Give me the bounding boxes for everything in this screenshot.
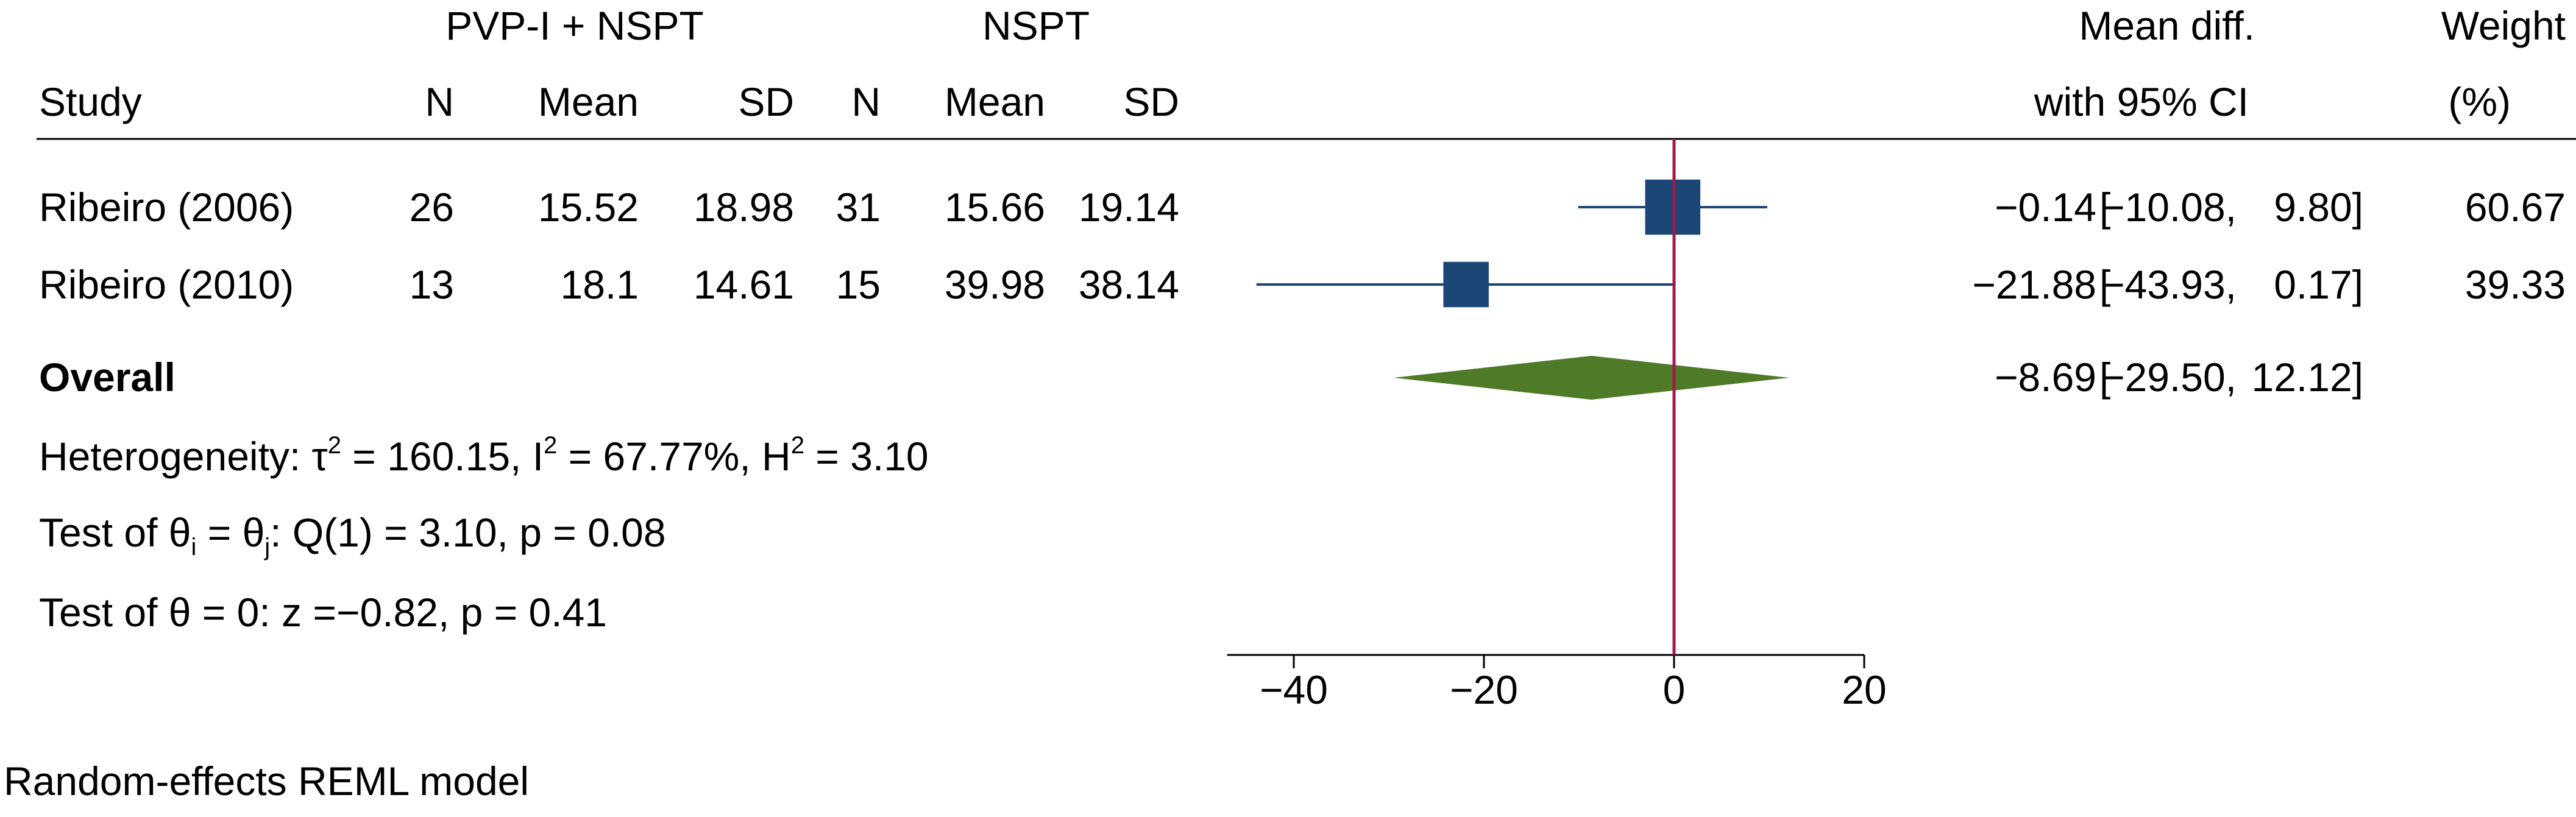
weight-header-line1: Weight <box>2441 3 2566 48</box>
h2-value: = 3.10 <box>804 434 929 479</box>
i2-value: = 67.77%, H <box>557 434 790 479</box>
ci-bracket-open: [ <box>2099 355 2110 400</box>
x-tick-label: 20 <box>1842 667 1886 712</box>
ci-bracket-open: [ <box>2099 185 2110 230</box>
x-tick-label: −40 <box>1260 667 1328 712</box>
tau-value: = 160.15, I <box>341 434 544 479</box>
control-n-header: N <box>851 79 881 124</box>
test-equal-effects: Test of θi = θj: Q(1) = 3.10, p = 0.08 <box>39 510 666 561</box>
x-tick-label: 0 <box>1663 667 1686 712</box>
study-row-1: Ribeiro (2006) 26 15.52 18.98 31 15.66 1… <box>39 179 2566 235</box>
control-sd-header: SD <box>1123 79 1179 124</box>
tau-symbol: τ <box>312 434 328 479</box>
heterogeneity-stats: Heterogeneity: τ2 = 160.15, I2 = 67.77%,… <box>39 432 929 479</box>
test-prefix: Test of θ <box>39 510 191 555</box>
subscript: j <box>264 534 270 561</box>
superscript: 2 <box>544 432 557 459</box>
treatment-n-header: N <box>425 79 454 124</box>
test-suffix: : Q(1) = 3.10, p = 0.08 <box>270 510 665 555</box>
study-column-header: Study <box>39 79 142 124</box>
treatment-sd-header: SD <box>738 79 794 124</box>
ci-upper: 0.17] <box>2274 262 2363 307</box>
control-sd: 19.14 <box>1079 185 1179 230</box>
study-row-2: Ribeiro (2010) 13 18.1 14.61 15 39.98 38… <box>39 261 2566 308</box>
treatment-sd: 18.98 <box>694 185 794 230</box>
control-n: 31 <box>836 185 881 230</box>
effect-header-line1: Mean diff. <box>2079 3 2255 48</box>
study-name: Ribeiro (2006) <box>39 185 294 230</box>
heterogeneity-prefix: Heterogeneity: <box>39 434 312 479</box>
study-marker <box>1443 261 1489 308</box>
model-footnote: Random-effects REML model <box>4 759 529 804</box>
overall-row: Overall −8.69 [ −29.50, 12.12] <box>39 355 2363 400</box>
treatment-mean: 18.1 <box>561 262 639 307</box>
control-sd: 38.14 <box>1079 262 1179 307</box>
subscript: i <box>191 534 196 561</box>
overall-ci-upper: 12.12] <box>2252 355 2364 400</box>
treatment-n: 26 <box>410 185 454 230</box>
control-n: 15 <box>836 262 881 307</box>
control-mean: 39.98 <box>945 262 1045 307</box>
study-name: Ribeiro (2010) <box>39 262 294 307</box>
control-group-label: NSPT <box>982 3 1090 48</box>
overall-effect: −8.69 <box>1995 355 2096 400</box>
control-mean-header: Mean <box>945 79 1045 124</box>
treatment-group-label: PVP-I + NSPT <box>445 3 704 48</box>
superscript: 2 <box>328 432 341 459</box>
treatment-mean-header: Mean <box>538 79 639 124</box>
ci-lower: −43.93, <box>2101 262 2237 307</box>
weight-value: 60.67 <box>2465 185 2566 230</box>
treatment-n: 13 <box>410 262 454 307</box>
x-tick-label: −20 <box>1450 667 1518 712</box>
weight-value: 39.33 <box>2465 262 2566 307</box>
weight-header-line2: (%) <box>2448 79 2511 124</box>
effect-estimate: −0.14 <box>1995 185 2096 230</box>
overall-ci-lower: −29.50, <box>2101 355 2237 400</box>
superscript: 2 <box>791 432 804 459</box>
ci-lower: −10.08, <box>2101 185 2237 230</box>
overall-diamond <box>1393 356 1790 400</box>
test-zero-effect: Test of θ = 0: z =−0.82, p = 0.41 <box>39 590 607 635</box>
effect-header-line2: with 95% CI <box>2034 79 2249 124</box>
test-middle: = θ <box>196 510 264 555</box>
effect-estimate: −21.88 <box>1972 262 2096 307</box>
ci-bracket-open: [ <box>2099 262 2110 307</box>
treatment-sd: 14.61 <box>694 262 794 307</box>
treatment-mean: 15.52 <box>538 185 639 230</box>
control-mean: 15.66 <box>945 185 1045 230</box>
overall-label: Overall <box>39 355 176 400</box>
ci-upper: 9.80] <box>2274 185 2363 230</box>
x-axis: −40 −20 0 20 <box>1227 654 1887 712</box>
